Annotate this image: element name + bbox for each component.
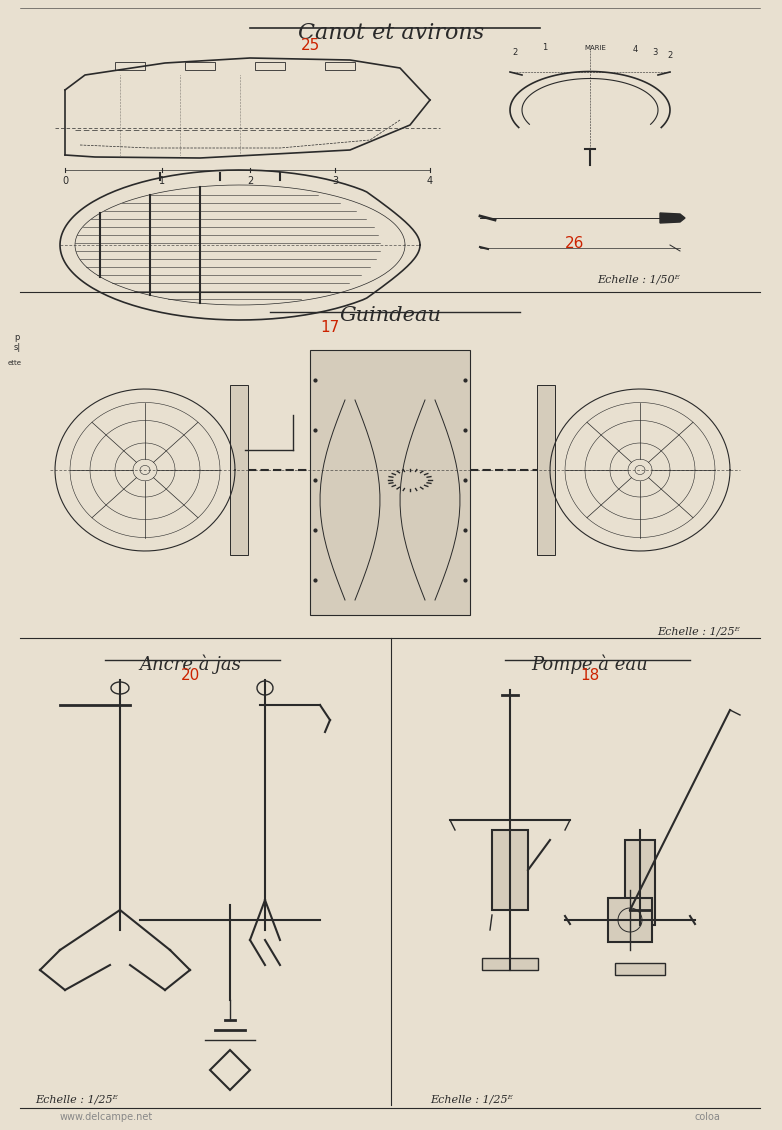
Bar <box>230 385 248 555</box>
Text: 20: 20 <box>181 668 199 683</box>
Text: p: p <box>14 333 20 342</box>
Text: ette: ette <box>8 360 22 366</box>
Text: coloa: coloa <box>694 1112 720 1122</box>
Text: 3: 3 <box>652 47 658 56</box>
Bar <box>608 898 652 942</box>
Text: 2: 2 <box>667 51 673 60</box>
Bar <box>325 62 355 70</box>
Text: 3: 3 <box>332 176 338 186</box>
Bar <box>537 385 555 555</box>
Text: 2: 2 <box>512 47 518 56</box>
Text: 1: 1 <box>159 176 165 186</box>
Text: 17: 17 <box>321 320 339 334</box>
Text: Echelle : 1/25ᴱ: Echelle : 1/25ᴱ <box>35 1095 118 1105</box>
Text: 2: 2 <box>247 176 253 186</box>
Text: Echelle : 1/50ᴱ: Echelle : 1/50ᴱ <box>597 275 680 285</box>
Bar <box>482 958 538 970</box>
Text: 18: 18 <box>580 668 600 683</box>
Text: 1: 1 <box>543 43 547 52</box>
Bar <box>185 62 215 70</box>
Bar <box>625 840 655 925</box>
Text: 0: 0 <box>62 176 68 186</box>
Text: Echelle : 1/25ᴱ: Echelle : 1/25ᴱ <box>430 1095 513 1105</box>
Text: 4: 4 <box>633 45 637 54</box>
Bar <box>615 963 665 975</box>
Text: Pompe à eau: Pompe à eau <box>532 655 648 675</box>
Text: Guindeau: Guindeau <box>340 306 442 325</box>
Bar <box>255 62 285 70</box>
Polygon shape <box>660 212 685 223</box>
Text: s|: s| <box>14 344 21 353</box>
Text: Ancre à jas: Ancre à jas <box>139 655 241 675</box>
Text: MARIE: MARIE <box>584 45 606 51</box>
Bar <box>492 831 528 910</box>
Text: 25: 25 <box>300 38 320 53</box>
Text: www.delcampe.net: www.delcampe.net <box>60 1112 153 1122</box>
Text: Echelle : 1/25ᴱ: Echelle : 1/25ᴱ <box>657 627 740 637</box>
Bar <box>115 62 145 70</box>
Text: 4: 4 <box>427 176 433 186</box>
Bar <box>310 350 470 615</box>
Text: 26: 26 <box>565 236 585 251</box>
Text: Canot et avirons: Canot et avirons <box>298 21 484 44</box>
